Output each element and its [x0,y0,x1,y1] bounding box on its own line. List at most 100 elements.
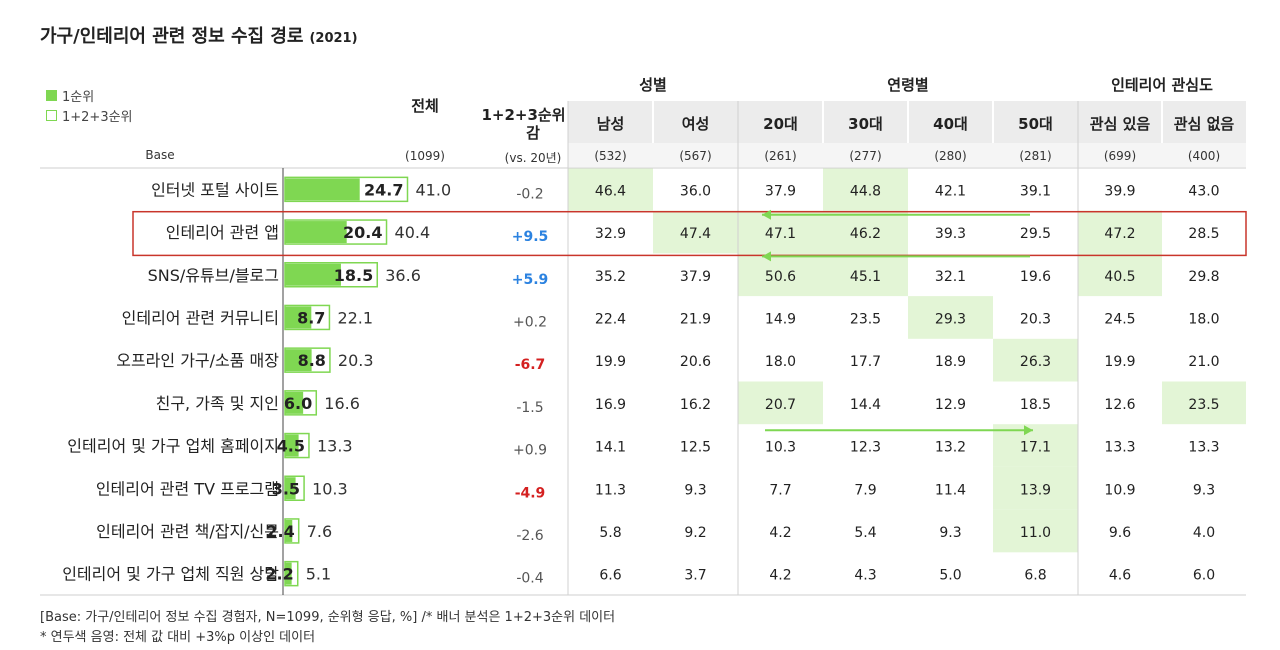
breakdown-cell-value: 47.4 [680,226,711,242]
breakdown-cell-value: 37.9 [680,269,711,285]
breakdown-cell-value: 29.3 [935,311,966,327]
breakdown-cell-value: 39.3 [935,226,966,242]
change-value: -2.6 [516,528,543,544]
rank1-value-label: 2.4 [266,522,294,541]
rank1-value-label: 8.8 [298,351,326,370]
breakdown-cell-value: 5.0 [939,568,961,584]
breakdown-cell-value: 46.4 [595,183,626,199]
bar-rank1 [285,477,296,500]
breakdown-cell-value: 39.1 [1020,183,1051,199]
breakdown-cell-value: 46.2 [850,226,881,242]
breakdown-cell-value: 29.8 [1188,269,1219,285]
legend-rank1: 1순위 [46,86,94,105]
category-label: 인테리어 관련 앱 [166,223,279,242]
breakdown-cell-value: 4.2 [769,525,791,541]
breakdown-cell-value: 19.9 [1104,354,1135,370]
bar-rank1 [285,519,293,542]
col-male: 남성 [596,115,625,133]
breakdown-cell-value: 4.3 [854,568,876,584]
category-label: 인테리어 관련 TV 프로그램 [96,479,279,498]
breakdown-cell-value: 13.3 [1188,440,1219,456]
footnote-highlight: * 연두색 음영: 전체 값 대비 +3%p 이상인 데이터 [40,630,316,645]
change-value: -4.9 [515,485,546,501]
breakdown-cell-value: 18.5 [1020,397,1051,413]
breakdown-cell-value: 10.9 [1104,482,1135,498]
legend-rank1-label: 1순위 [62,90,95,105]
category-label: 친구, 가족 및 지인 [156,394,279,413]
change-value: -0.4 [516,571,543,587]
breakdown-cell-value: 9.2 [684,525,706,541]
breakdown-cell-value: 19.6 [1020,269,1051,285]
highlight-cell [823,253,908,297]
breakdown-cell-value: 17.1 [1020,440,1051,456]
highlight-cell [738,253,823,297]
total-value-label: 40.4 [395,223,431,242]
change-value: +9.5 [512,229,549,245]
breakdown-cell-value: 32.9 [595,226,626,242]
category-label: 인테리어 및 가구 업체 직원 상담 [62,565,279,584]
breakdown-cell-value: 14.1 [595,440,626,456]
change-value: +0.9 [513,443,547,459]
breakdown-cell-value: 9.3 [939,525,961,541]
breakdown-cell-value: 6.8 [1024,568,1046,584]
change-value: +0.2 [513,314,547,330]
base-not-interested: (400) [1187,149,1221,163]
base-female: (567) [679,149,712,163]
breakdown-cell-value: 3.7 [684,568,706,584]
breakdown-cell-value: 35.2 [595,269,626,285]
highlight-cell [993,466,1078,510]
total-value-label: 20.3 [338,351,374,370]
col-not-interested: 관심 없음 [1173,115,1235,133]
breakdown-cell-value: 9.3 [1193,482,1215,498]
category-label: 인터넷 포털 사이트 [151,180,279,199]
highlight-cell [1078,210,1162,254]
bar-rank1 [285,349,312,372]
bar-rank1 [285,306,312,329]
breakdown-cell-value: 18.9 [935,354,966,370]
breakdown-cell-value: 11.3 [595,482,626,498]
highlight-cell [993,509,1078,553]
header-group-gender: 성별 [639,76,667,94]
breakdown-cell-value: 26.3 [1020,354,1051,370]
total-value-label: 41.0 [416,180,452,199]
breakdown-cell-value: 14.4 [850,397,881,413]
breakdown-cell-value: 12.5 [680,440,711,456]
breakdown-cell-value: 4.2 [769,568,791,584]
breakdown-cell-value: 28.5 [1188,226,1219,242]
breakdown-cell-value: 43.0 [1188,183,1219,199]
highlight-cell [1162,381,1246,425]
base-interested: (699) [1103,149,1137,163]
breakdown-cell-value: 16.9 [595,397,626,413]
breakdown-cell-value: 42.1 [935,183,966,199]
highlight-cell [738,381,823,425]
col-50s: 50대 [1018,115,1053,133]
breakdown-cell-value: 40.5 [1104,269,1135,285]
highlight-cell [993,424,1078,467]
breakdown-cell-value: 12.6 [1104,397,1135,413]
breakdown-cell-value: 10.3 [765,440,796,456]
bar-rank1 [285,221,347,244]
category-label: 인테리어 및 가구 업체 홈페이지 [67,437,279,456]
total-value-label: 5.1 [306,565,331,584]
total-value-label: 36.6 [385,266,421,285]
trend-arrow-homepage-head [1024,425,1033,436]
change-value: -0.2 [516,186,543,202]
breakdown-cell-value: 20.6 [680,354,711,370]
breakdown-cell-value: 14.9 [765,311,796,327]
breakdown-cell-value: 24.5 [1104,311,1135,327]
breakdown-cell-value: 22.4 [595,311,626,327]
breakdown-cell-value: 11.4 [935,482,966,498]
breakdown-cell-value: 17.7 [850,354,881,370]
col-female: 여성 [681,115,710,133]
breakdown-cell-value: 16.2 [680,397,711,413]
breakdown-cell-value: 20.3 [1020,311,1051,327]
rank1-value-label: 8.7 [297,308,325,327]
base-row-band [568,143,1246,167]
highlight-cell [568,168,653,211]
breakdown-cell-value: 37.9 [765,183,796,199]
total-value-label: 7.6 [307,522,332,541]
breakdown-cell-value: 44.8 [850,183,881,199]
header-change: 1+2+3순위 증감 [481,106,585,142]
base-40s: (280) [934,149,967,163]
